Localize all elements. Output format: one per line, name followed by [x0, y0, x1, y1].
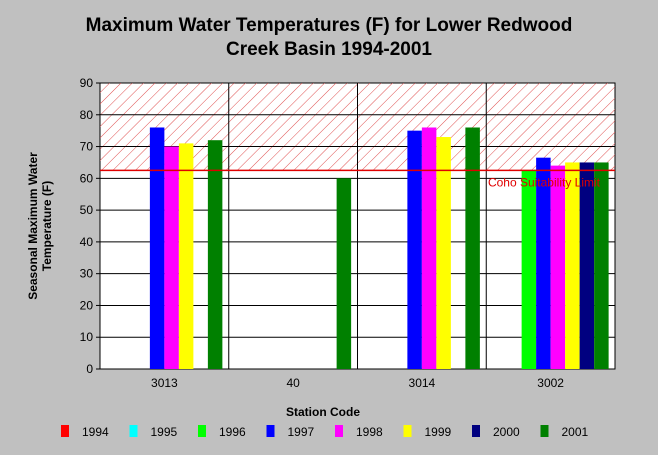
legend-swatch-1994 — [61, 425, 69, 437]
bar-40-2001 — [337, 178, 352, 369]
y-tick-label: 90 — [80, 76, 94, 90]
legend-label-2000: 2000 — [493, 425, 520, 439]
legend-swatch-2001 — [541, 425, 549, 437]
y-tick-label: 30 — [80, 267, 94, 281]
bar-3014-1999 — [436, 137, 451, 369]
legend-swatch-1998 — [335, 425, 343, 437]
y-tick-label: 80 — [80, 108, 94, 122]
x-tick-label: 3002 — [537, 376, 564, 390]
legend-swatch-1996 — [198, 425, 206, 437]
legend-swatch-2000 — [472, 425, 480, 437]
y-ticks: 0 10 20 30 40 50 60 70 80 90 — [80, 76, 100, 376]
threshold-label: Coho Suitability Limit — [488, 175, 601, 189]
x-tick-label: 40 — [286, 376, 300, 390]
y-axis-label-line2: Temperature (F) — [40, 181, 54, 271]
bar-3013-1999 — [179, 143, 194, 369]
y-tick-label: 40 — [80, 235, 94, 249]
y-tick-label: 10 — [80, 330, 94, 344]
x-tick-label: 3013 — [151, 376, 178, 390]
y-tick-label: 70 — [80, 140, 94, 154]
x-tick-label: 3014 — [409, 376, 436, 390]
chart-title-line1: Maximum Water Temperatures (F) for Lower… — [86, 15, 573, 36]
x-axis-label: Station Code — [286, 405, 360, 419]
legend-label-2001: 2001 — [562, 425, 589, 439]
legend-label-1996: 1996 — [219, 425, 246, 439]
legend-label-1998: 1998 — [356, 425, 383, 439]
bar-3002-2001 — [594, 162, 609, 369]
legend-swatch-1999 — [404, 425, 412, 437]
y-axis-label-line1: Seasonal Maximum Water — [26, 152, 40, 300]
legend-swatch-1997 — [267, 425, 275, 437]
y-tick-label: 0 — [86, 362, 93, 376]
chart: Maximum Water Temperatures (F) for Lower… — [0, 0, 658, 455]
y-tick-label: 20 — [80, 298, 94, 312]
bar-3014-1998 — [422, 127, 437, 369]
bar-3002-1998 — [551, 166, 566, 369]
bar-3013-1998 — [164, 147, 179, 369]
y-tick-label: 50 — [80, 203, 94, 217]
chart-title-line2: Creek Basin 1994-2001 — [226, 39, 432, 60]
legend: 1994 1995 1996 1997 1998 1999 2000 2001 — [61, 425, 589, 439]
legend-label-1995: 1995 — [151, 425, 178, 439]
legend-swatch-1995 — [130, 425, 138, 437]
bar-3014-1997 — [407, 131, 422, 369]
legend-label-1999: 1999 — [425, 425, 452, 439]
bar-3002-1999 — [565, 162, 580, 369]
y-tick-label: 60 — [80, 171, 94, 185]
legend-label-1997: 1997 — [288, 425, 315, 439]
x-ticks: 3013 40 3014 3002 — [151, 376, 564, 390]
bar-3014-2001 — [465, 127, 480, 369]
bar-3002-1996 — [522, 170, 537, 369]
bar-3013-2001 — [208, 140, 223, 369]
legend-label-1994: 1994 — [82, 425, 109, 439]
bar-3002-2000 — [580, 162, 595, 369]
bar-3013-1997 — [150, 127, 165, 369]
